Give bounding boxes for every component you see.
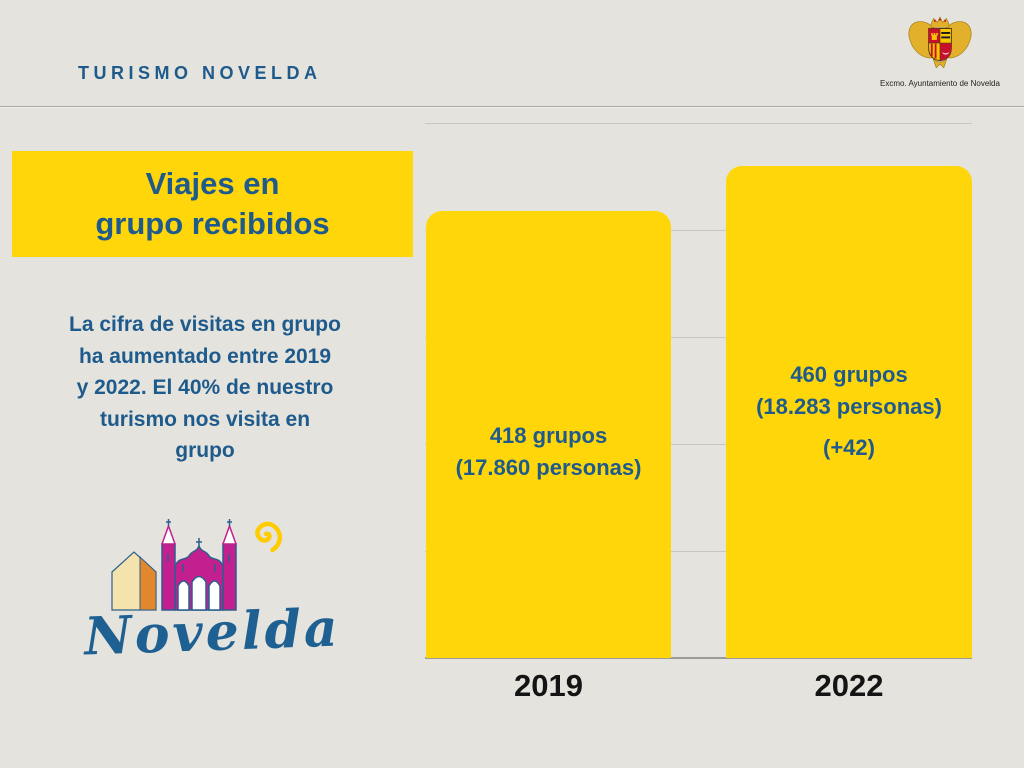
bar-2019-label: 418 grupos (17.860 personas) — [426, 420, 671, 484]
novelda-logo: Novelda — [81, 519, 342, 666]
title-line-1: Viajes en — [145, 166, 280, 201]
description-line: ha aumentado entre 2019 — [78, 344, 332, 368]
bar-value-line: (18.283 personas) — [756, 393, 942, 419]
description-text: La cifra de visitas en grupo ha aumentad… — [28, 309, 382, 467]
description-line: y 2022. El 40% de nuestro — [76, 376, 334, 399]
logo-wordmark: Novelda — [81, 598, 341, 666]
bar-value-line: 460 grupos — [790, 361, 908, 387]
gridline — [425, 337, 972, 338]
gridline — [425, 551, 972, 552]
x-axis-label-2022: 2022 — [814, 668, 884, 703]
description-line: La cifra de visitas en grupo — [69, 313, 341, 336]
bar-2022-label: 460 grupos (18.283 personas) (+42) — [726, 359, 972, 464]
bar-2022: 460 grupos (18.283 personas) (+42) — [726, 165, 972, 658]
bar-chart-plot-area: 418 grupos (17.860 personas) 460 grupos … — [425, 123, 972, 659]
gridline — [425, 444, 972, 445]
bar-delta-line: (+42) — [823, 434, 875, 460]
bar-value-line: (17.860 personas) — [455, 454, 642, 480]
x-axis-label-2019: 2019 — [514, 668, 583, 703]
title-line-2: grupo recibidos — [95, 206, 330, 241]
x-axis-line — [425, 657, 972, 659]
header-divider — [0, 106, 1024, 108]
bar-value-line: 418 grupos — [489, 422, 608, 448]
crest-caption: Excmo. Ayuntamiento de Novelda — [880, 79, 1000, 88]
bar-2019: 418 grupos (17.860 personas) — [426, 210, 671, 658]
header-brand: TURISMO NOVELDA — [78, 63, 322, 83]
ayuntamiento-crest-icon — [908, 16, 972, 69]
gridline — [425, 230, 972, 231]
description-line: turismo nos visita en — [99, 407, 311, 431]
gridline — [425, 123, 972, 124]
description-line: grupo — [175, 439, 235, 462]
title-box: Viajes en grupo recibidos — [12, 151, 413, 257]
